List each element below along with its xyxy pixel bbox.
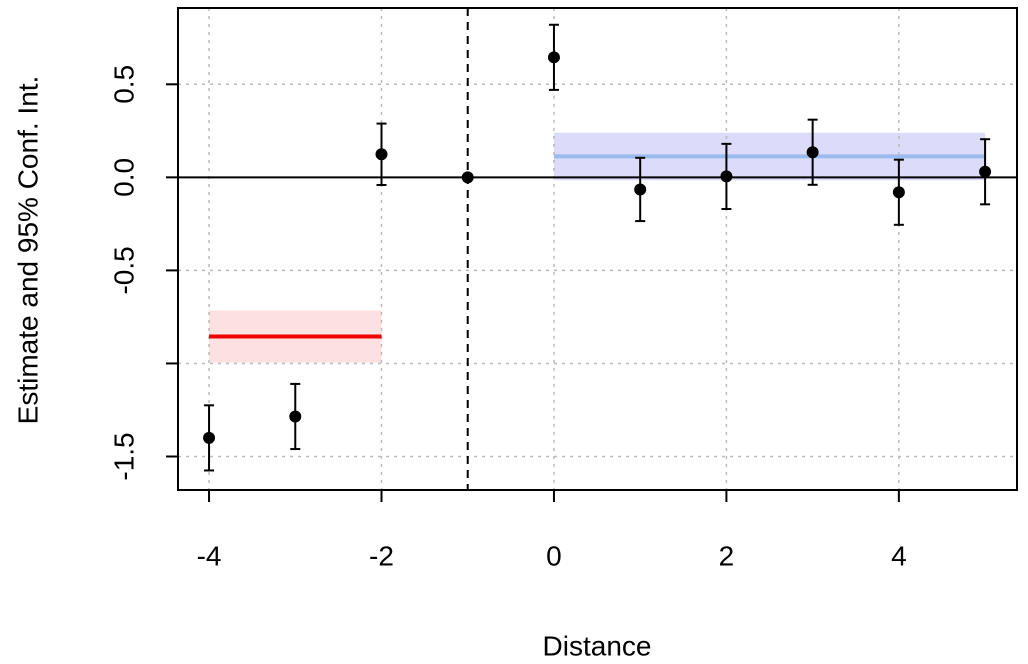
x-tick-label: 4 xyxy=(891,540,907,571)
point xyxy=(289,410,302,423)
x-axis-label: Distance xyxy=(543,630,652,661)
y-tick-label: -0.5 xyxy=(108,246,139,294)
x-tick-label: -2 xyxy=(369,540,394,571)
x-tick-label: 0 xyxy=(546,540,562,571)
point xyxy=(461,171,474,184)
point xyxy=(892,186,905,199)
y-tick-label: 0.0 xyxy=(108,158,139,197)
plot-frame xyxy=(177,7,1018,491)
point xyxy=(806,146,819,159)
x-tick-label: -4 xyxy=(197,540,222,571)
point xyxy=(720,170,733,183)
x-tick-label: 2 xyxy=(719,540,735,571)
point xyxy=(634,183,647,196)
y-axis-label: Estimate and 95% Conf. Int. xyxy=(12,76,43,425)
point xyxy=(375,148,388,161)
point xyxy=(203,431,216,444)
point xyxy=(547,51,560,64)
point xyxy=(979,165,992,178)
y-tick-label: -1.5 xyxy=(108,432,139,480)
y-tick-label: 0.5 xyxy=(108,65,139,104)
